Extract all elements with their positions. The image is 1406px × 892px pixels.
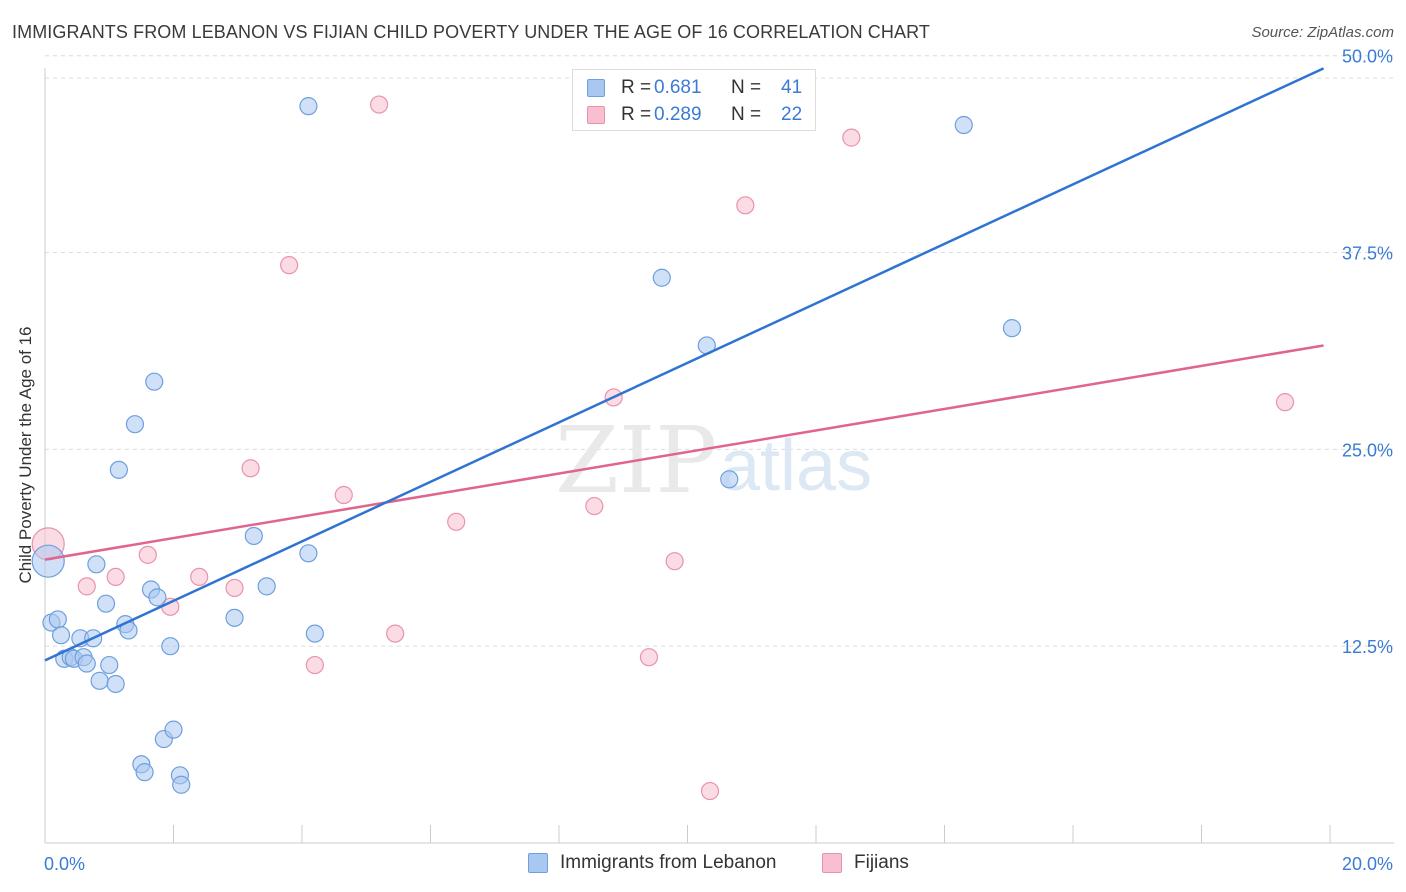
lebanon-point [720, 470, 739, 489]
lebanon-point [257, 577, 276, 596]
lebanon-point [305, 624, 324, 643]
lebanon-point [1002, 319, 1022, 338]
y-axis-label: Child Poverty Under the Age of 16 [16, 326, 35, 584]
fijians-point [305, 655, 324, 675]
fijians-legend-label: Fijians [854, 852, 909, 873]
lebanon-point [172, 775, 191, 794]
lebanon-point [51, 626, 71, 645]
lebanon-point [225, 608, 244, 627]
x-tick-label-max: 20.0% [1342, 854, 1393, 874]
lebanon-point [48, 610, 67, 629]
fijians-point [225, 578, 244, 598]
x-tick-label-min: 0.0% [44, 854, 85, 874]
fijians-point [190, 567, 209, 587]
fijians-trend-line [44, 344, 1324, 561]
y-tick-label: 12.5% [1342, 637, 1393, 657]
grid-lines [45, 55, 1394, 647]
y-tick-label: 50.0% [1342, 47, 1393, 67]
lebanon-point [148, 588, 167, 607]
source-label: Source: ZipAtlas.com [1251, 24, 1394, 41]
lebanon-point [125, 415, 145, 434]
y-tick-label: 37.5% [1342, 244, 1393, 264]
fijians-point [280, 256, 299, 275]
lebanon-point [145, 372, 164, 391]
fijians-point [585, 496, 604, 516]
lebanon-point [299, 544, 318, 563]
fijians-point [77, 577, 96, 596]
lebanon-point [90, 671, 109, 690]
lebanon-point [109, 460, 128, 479]
fijians-point [334, 485, 353, 505]
chart-title: IMMIGRANTS FROM LEBANON VS FIJIAN CHILD … [12, 22, 930, 42]
lebanon-point [652, 268, 671, 287]
lebanon-points [31, 97, 1022, 794]
y-tick-label: 25.0% [1342, 440, 1393, 460]
lebanon-point [954, 115, 973, 135]
lebanon-point [87, 555, 106, 574]
fijians-point [842, 128, 861, 147]
fijians-point [639, 648, 659, 667]
lebanon-point [106, 674, 125, 694]
r-value: 0.289 [654, 104, 702, 125]
lebanon-point [77, 654, 96, 673]
n-label: N = [731, 104, 762, 125]
axes [44, 68, 1394, 844]
r-value: 0.681 [654, 77, 702, 98]
lebanon-legend-swatch [528, 853, 548, 873]
lebanon-point [135, 763, 154, 782]
watermark: ZIP atlas [555, 407, 872, 514]
lebanon-swatch [587, 79, 605, 97]
fijians-point [736, 196, 755, 215]
fijians-legend-swatch [822, 853, 842, 873]
lebanon-point [31, 544, 65, 578]
fijians-point [1275, 393, 1295, 412]
tick-labels: 12.5% 25.0% 37.5% 50.0% 0.0% 20.0% [44, 47, 1393, 874]
fijians-point [370, 95, 389, 114]
trend-lines [44, 67, 1325, 662]
lebanon-point [299, 97, 318, 116]
lebanon-legend-label: Immigrants from Lebanon [560, 852, 777, 873]
lebanon-point [161, 637, 180, 656]
fijians-point [106, 567, 125, 587]
fijians-point [447, 512, 466, 531]
n-label: N = [731, 77, 762, 98]
fijians-point [386, 624, 405, 643]
lebanon-point [244, 526, 263, 546]
n-value: 41 [781, 77, 803, 98]
r-label: R = [621, 104, 652, 125]
lebanon-point [164, 720, 183, 739]
n-value: 22 [781, 104, 803, 125]
fijians-point [241, 459, 260, 478]
lebanon-point [96, 594, 116, 613]
watermark-atlas: atlas [720, 426, 872, 506]
fijians-swatch [587, 106, 605, 124]
fijians-point [665, 552, 684, 571]
r-label: R = [621, 77, 652, 98]
lebanon-point [100, 655, 119, 675]
correlation-legend: R = 0.681 N = 41 R = 0.289 N = 22 [572, 69, 816, 131]
fijians-points [31, 95, 1295, 801]
fijians-point [138, 545, 157, 564]
lebanon-trend-line [44, 67, 1325, 662]
fijians-point [700, 781, 720, 801]
